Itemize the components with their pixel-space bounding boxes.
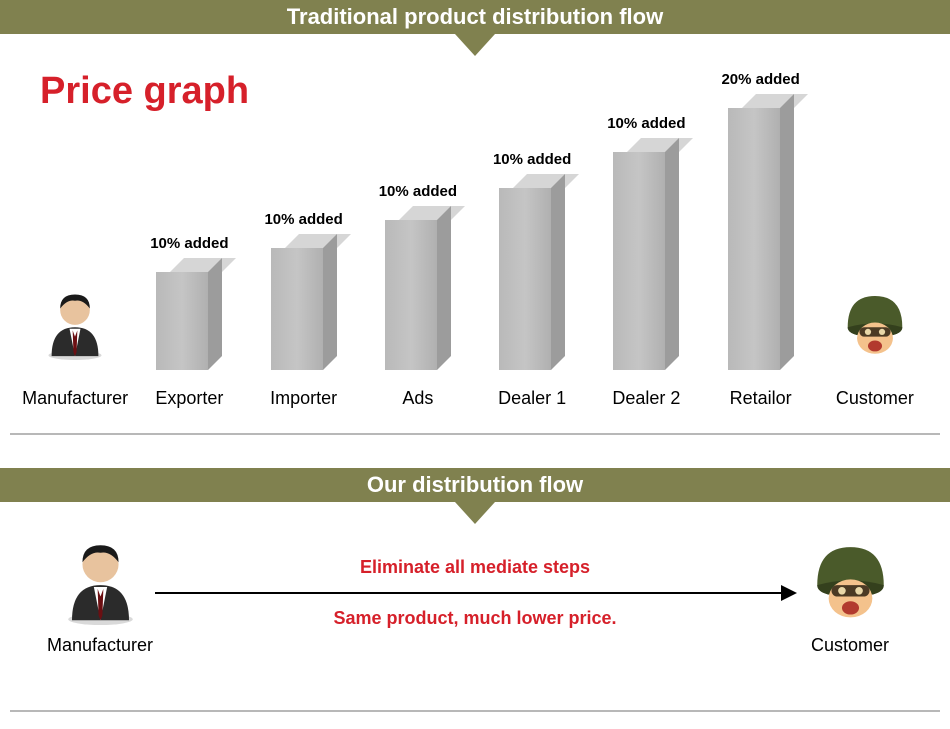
manufacturer-icon — [36, 276, 114, 366]
chart-column-exporter: 10% added — [132, 235, 246, 370]
bar — [728, 94, 794, 370]
flow-arrow — [155, 592, 795, 594]
bar-top-label: 10% added — [379, 183, 457, 200]
banner-our-flow: Our distribution flow — [0, 468, 950, 502]
flow-msg-top: Eliminate all mediate steps — [360, 557, 590, 578]
bar — [613, 138, 679, 370]
x-label: Customer — [818, 388, 932, 409]
x-label: Ads — [361, 388, 475, 409]
divider — [10, 710, 940, 712]
bar — [499, 174, 565, 370]
arrow-down-icon — [455, 502, 495, 524]
x-label: Exporter — [132, 388, 246, 409]
chart-column-dealer1: 10% added — [475, 151, 589, 370]
banner-traditional: Traditional product distribution flow — [0, 0, 950, 34]
chart-column-ads: 10% added — [361, 183, 475, 370]
x-label: Importer — [247, 388, 361, 409]
bar — [385, 206, 451, 370]
bar — [271, 234, 337, 370]
manufacturer-label: Manufacturer — [47, 635, 153, 656]
x-label: Dealer 2 — [589, 388, 703, 409]
price-bar-chart: 10% added 10% added 10% added 10% added 10% … — [0, 90, 950, 409]
customer-icon — [836, 276, 914, 366]
chart-column-customer — [818, 276, 932, 370]
flow-msg-bottom: Same product, much lower price. — [333, 608, 616, 629]
our-flow: Manufacturer Eliminate all mediate steps S… — [0, 530, 950, 656]
bar-top-label: 10% added — [150, 235, 228, 252]
chart-column-retailor: 20% added — [704, 71, 818, 370]
customer-icon — [803, 530, 898, 625]
bar-top-label: 10% added — [264, 211, 342, 228]
arrow-down-icon — [455, 34, 495, 56]
customer-label: Customer — [811, 635, 889, 656]
x-label: Dealer 1 — [475, 388, 589, 409]
bar — [156, 258, 222, 370]
chart-column-dealer2: 10% added — [589, 115, 703, 370]
bar-top-label: 10% added — [607, 115, 685, 132]
manufacturer-icon — [53, 530, 148, 625]
chart-column-importer: 10% added — [247, 211, 361, 370]
chart-column-manufacturer — [18, 276, 132, 370]
bar-top-label: 10% added — [493, 151, 571, 168]
x-label: Retailor — [704, 388, 818, 409]
x-label: Manufacturer — [18, 388, 132, 409]
bar-top-label: 20% added — [721, 71, 799, 88]
divider — [10, 433, 940, 435]
